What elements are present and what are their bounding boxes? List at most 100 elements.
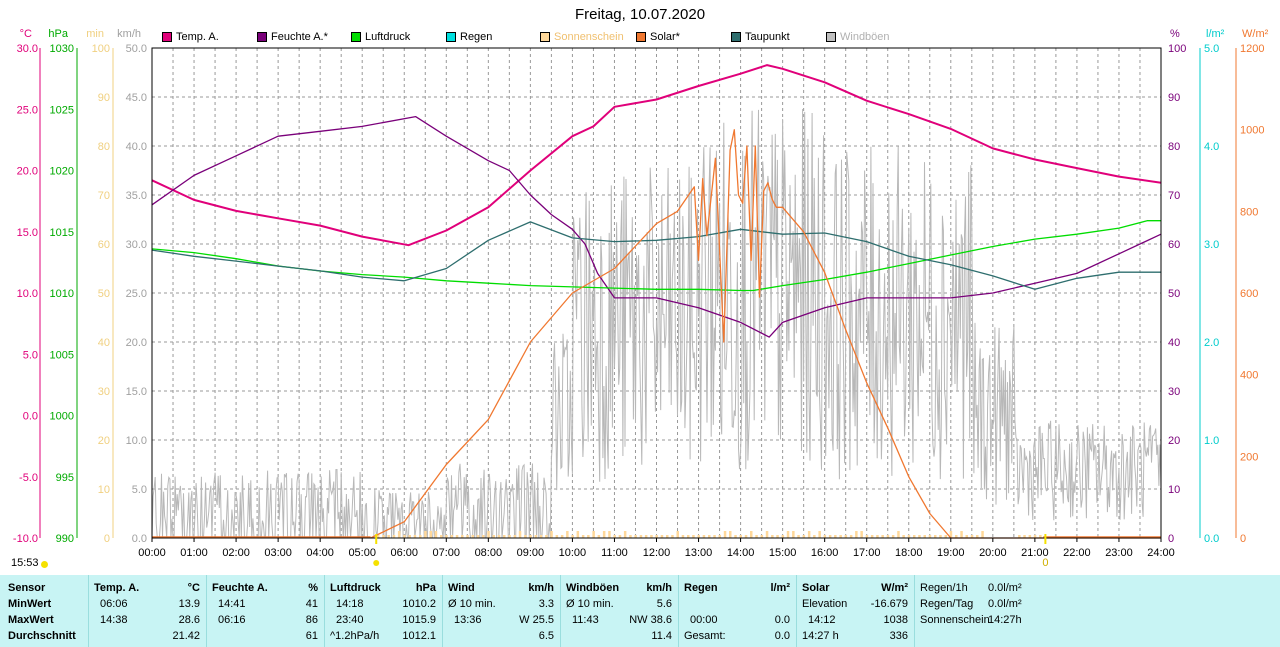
legend-taupunkt[interactable]: Taupunkt (731, 30, 790, 44)
max-hum-time: 06:16 (218, 614, 246, 626)
column-divider (560, 575, 561, 647)
pressure-axis-unit: hPa (48, 28, 68, 40)
x-tick-label: 16:00 (811, 547, 839, 559)
sensor-header: Sensor (8, 582, 46, 594)
sonnenschein-series (376, 531, 1042, 538)
sonnenschein-bar (713, 535, 716, 538)
sonnenschein-bar (976, 535, 979, 538)
legend-swatch (540, 32, 550, 42)
sonnenschein-bar (555, 535, 559, 538)
current-time-dot (41, 561, 48, 568)
sonnenschein-bar (692, 535, 695, 538)
sonnenschein-bar (723, 531, 727, 538)
x-tick-label: 15:00 (769, 547, 797, 559)
max-solar-time: 14:12 (808, 614, 836, 626)
avg-wind-value: 6.5 (538, 630, 554, 642)
sunset-label: 0 (1042, 557, 1048, 569)
legend-luftdruck[interactable]: Luftdruck (351, 30, 410, 44)
solar-tick-label: 0 (1240, 533, 1246, 545)
sonnenschein-bar (765, 531, 769, 538)
pressure-tick-label: 1015 (50, 227, 74, 239)
legend-temp[interactable]: Temp. A. (162, 30, 219, 44)
sonnenschein-bar (1033, 535, 1037, 538)
min-wind-value: 3.3 (538, 598, 554, 610)
max-rain-time: 00:00 (690, 614, 718, 626)
sonnenschein-bar (597, 535, 601, 538)
rain-tick-label: 4.0 (1204, 141, 1219, 153)
rain-tick-label: 1.0 (1204, 435, 1219, 447)
sonnenschein-bar (403, 535, 406, 538)
legend-label: Sonnenschein (554, 31, 624, 43)
sonnenschein-bar (671, 535, 674, 538)
min-tick-label: 80 (98, 141, 110, 153)
sonnenschein-bar (445, 535, 448, 538)
sonnenschein-bar (834, 535, 837, 538)
legend-swatch (351, 32, 361, 42)
stats-avg-row: Durchschnitt 21.42 61 ^1.2hPa/h 1012.1 6… (0, 630, 1280, 646)
wind-tick-label: 50.0 (126, 43, 147, 55)
legend-windboeen[interactable]: Windböen (826, 30, 890, 44)
sonnenschein-bar (823, 535, 827, 538)
legend-label: Taupunkt (745, 31, 790, 43)
sonnenschein-bar (860, 531, 863, 538)
sonnenschein-bar (744, 535, 748, 538)
sonnenschein-bar (955, 535, 958, 538)
humidity-tick-label: 20 (1168, 435, 1180, 447)
temp-tick-label: 20.0 (17, 166, 38, 178)
rain-tick-label: 2.0 (1204, 337, 1219, 349)
legend-swatch (636, 32, 646, 42)
sonnenschein-bar (702, 535, 706, 538)
extra-regen-tag-label: Regen/Tag (920, 598, 974, 610)
sonnenschein-bar (949, 531, 953, 538)
column-divider (914, 575, 915, 647)
sonnenschein-bar (944, 535, 947, 538)
humidity-tick-label: 70 (1168, 190, 1180, 202)
solar-tick-label: 800 (1240, 206, 1258, 218)
avg-temp-value: 21.42 (172, 630, 200, 642)
wind-tick-label: 5.0 (132, 484, 147, 496)
sonnenschein-bar (844, 535, 848, 538)
sonnenschein-bar (865, 535, 869, 538)
chart-title: Freitag, 10.07.2020 (574, 6, 706, 23)
solar-tick-label: 1000 (1240, 125, 1264, 137)
temp-tick-label: 10.0 (17, 288, 38, 300)
sonnenschein-bar (897, 531, 900, 538)
pressure-tick-label: 990 (56, 533, 74, 545)
legend-feuchte[interactable]: Feuchte A.* (257, 30, 328, 44)
humidity-tick-label: 10 (1168, 484, 1180, 496)
x-tick-label: 22:00 (1063, 547, 1091, 559)
solar-tick-label: 1200 (1240, 43, 1264, 55)
sonnenschein-bar (634, 535, 637, 538)
x-tick-label: 21:00 (1021, 547, 1049, 559)
sonnenschein-bar (419, 535, 422, 538)
sonnenschein-bar (902, 535, 905, 538)
avg-hum-value: 61 (305, 630, 318, 642)
sonnenschein-bar (708, 535, 711, 538)
humidity-tick-label: 90 (1168, 92, 1180, 104)
avg-rain-value: 0.0 (774, 630, 790, 642)
sonnenschein-bar (408, 535, 411, 538)
pressure-tick-label: 1030 (50, 43, 74, 55)
min-wind-time: Ø 10 min. (448, 598, 496, 610)
sonnenschein-bar (781, 535, 785, 538)
avg-solar-time: 14:27 h (802, 630, 839, 642)
max-rain-value: 0.0 (774, 614, 790, 626)
sonnenschein-bar (508, 535, 511, 538)
legend-label: Feuchte A.* (271, 31, 328, 43)
sonnenschein-bar (513, 535, 517, 538)
x-tick-label: 07:00 (433, 547, 461, 559)
solar-header: Solar (802, 582, 830, 594)
legend-sonnenschein[interactable]: Sonnenschein (540, 30, 624, 44)
weather-chart: 30.025.020.015.010.05.00.0-5.0-10.0°C103… (13, 28, 1269, 569)
x-tick-label: 09:00 (517, 547, 545, 559)
current-time: 15:53 (11, 557, 39, 569)
solar-tick-label: 600 (1240, 288, 1258, 300)
min-solar-value: -16.679 (870, 598, 908, 610)
x-tick-label: 03:00 (264, 547, 292, 559)
avg-press-trend: ^1.2hPa/h (330, 630, 380, 642)
legend-solar[interactable]: Solar* (636, 30, 680, 44)
x-tick-label: 10:00 (559, 547, 587, 559)
sonnenschein-bar (518, 531, 522, 538)
sonnenschein-bar (755, 535, 758, 538)
legend-regen[interactable]: Regen (446, 30, 492, 44)
